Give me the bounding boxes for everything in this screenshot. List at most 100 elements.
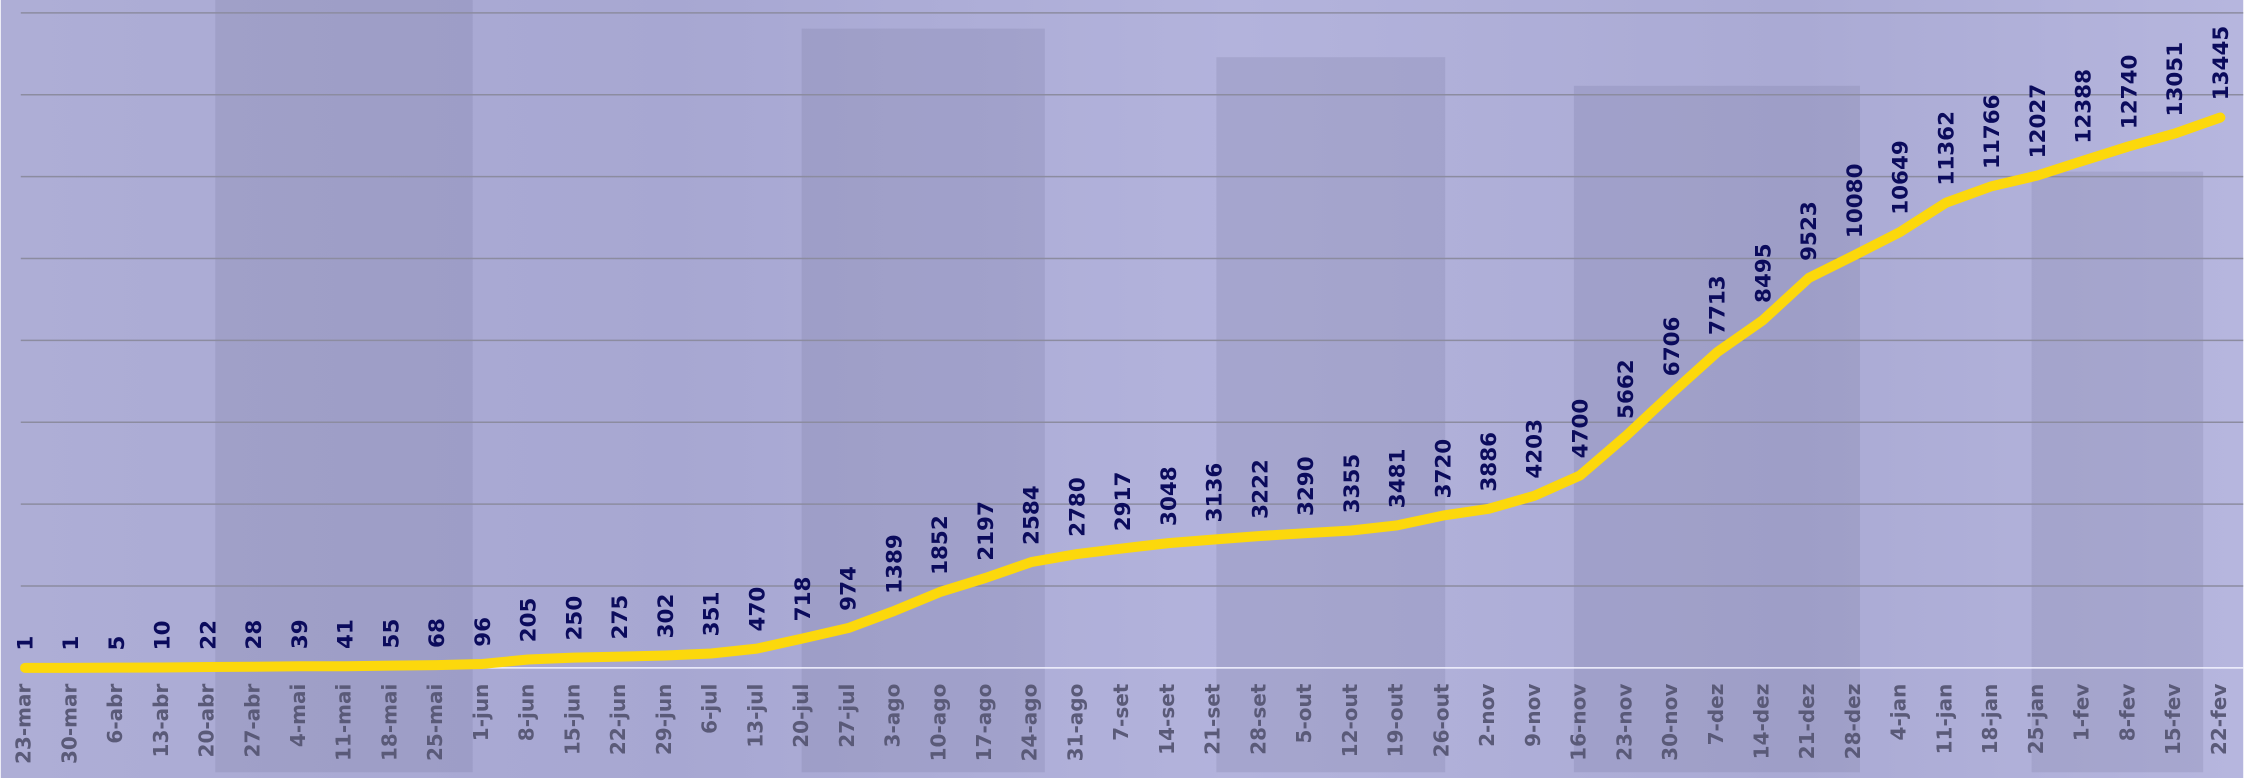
x-tick-label: 10-ago [926,684,950,762]
value-label: 12027 [2026,84,2051,159]
x-tick-label: 18-mai [377,684,401,761]
x-tick-label: 20-jul [789,684,813,748]
value-label: 11362 [1934,111,1959,186]
x-tick-label: 23-mar [12,683,36,764]
value-label: 5 [105,636,130,651]
x-tick-label: 1-fev [2070,684,2094,742]
value-label: 10080 [1843,163,1868,238]
x-tick-label: 24-ago [1018,684,1042,762]
value-label: 22 [196,620,221,650]
x-tick-label: 14-set [1155,683,1179,755]
value-label: 28 [242,620,267,650]
value-label: 1 [59,636,84,651]
value-label: 2917 [1111,472,1136,532]
value-label: 13445 [2209,26,2234,101]
x-tick-label: 4-mai [286,684,310,747]
x-tick-label: 26-out [1429,683,1453,757]
value-label: 3048 [1157,466,1182,526]
value-label: 2197 [974,501,999,561]
x-tick-label: 15-fev [2161,684,2185,756]
x-tick-label: 13-jul [743,684,767,748]
value-label: 5662 [1614,359,1639,419]
x-tick-label: 23-nov [1612,684,1636,761]
value-label: 3136 [1203,463,1228,523]
value-label: 3886 [1477,432,1502,492]
value-label: 9523 [1797,201,1822,261]
x-tick-label: 1-jun [469,684,493,742]
value-label: 4203 [1523,419,1548,479]
value-label: 68 [425,618,450,648]
x-tick-label: 8-jun [515,684,539,742]
value-label: 3355 [1340,454,1365,514]
value-label: 11766 [1980,94,2005,169]
value-label: 39 [288,619,313,649]
value-label: 1852 [928,515,953,575]
chart: 23-mar 30-mar 6-abr 13-abr 20-abr 27-abr 4-mai… [0,0,2244,778]
x-tick-label: 20-abr [195,683,219,757]
value-label: 718 [791,577,816,622]
x-tick-label: 21-dez [1795,684,1819,760]
x-tick-label: 7-set [1109,683,1133,741]
x-tick-label: 2-nov [1475,684,1499,747]
x-tick-label: 6-abr [103,683,127,743]
x-tick-label: 3-ago [881,684,905,748]
value-label: 10 [151,620,176,650]
x-tick-label: 8-fev [2115,684,2139,742]
value-label: 8495 [1751,243,1776,303]
x-tick-label: 17-ago [972,684,996,762]
value-label: 351 [700,592,725,637]
value-label: 974 [837,566,862,611]
x-tick-label: 30-nov [1658,684,1682,761]
value-label: 55 [379,619,404,649]
value-label: 470 [745,587,770,632]
value-label: 6706 [1660,317,1685,377]
x-tick-label: 27-jul [835,684,859,748]
value-label: 4700 [1568,399,1593,459]
x-tick-label: 21-set [1201,683,1225,755]
x-tick-label: 22-jun [606,684,630,756]
value-label: 12388 [2072,69,2097,144]
value-label: 13051 [2163,42,2188,117]
x-tick-label: 15-jun [560,684,584,756]
value-label: 7713 [1706,275,1731,335]
x-tick-label: 29-jun [652,684,676,756]
value-label: 1389 [882,534,907,594]
x-tick-label: 7-dez [1704,684,1728,746]
value-label: 205 [517,598,542,643]
value-label: 3290 [1294,456,1319,516]
value-label: 275 [608,595,633,640]
x-tick-label: 30-mar [57,683,81,764]
value-label: 2584 [1020,485,1045,545]
value-label: 250 [562,596,587,641]
x-tick-label: 11-jan [1932,684,1956,755]
x-tick-label: 28-set [1246,683,1270,755]
x-tick-label: 13-abr [149,683,173,757]
x-tick-label: 14-dez [1750,684,1774,760]
value-label: 2780 [1065,477,1090,537]
x-tick-label: 19-out [1384,683,1408,757]
x-tick-label: 27-abr [240,683,264,757]
x-tick-label: 25-mai [423,684,447,761]
value-label: 3720 [1431,439,1456,499]
x-tick-label: 6-jul [698,684,722,734]
x-tick-label: 16-nov [1567,684,1591,761]
x-tick-label: 11-mai [332,684,356,761]
value-label: 12740 [2117,55,2142,130]
x-tick-label: 12-out [1338,683,1362,757]
x-tick-label: 5-out [1292,683,1316,743]
x-tick-label: 22-fev [2207,684,2231,756]
value-label: 41 [334,619,359,649]
x-tick-label: 25-jan [2024,684,2048,755]
x-tick-label: 28-dez [1841,684,1865,760]
x-tick-label: 9-nov [1521,684,1545,747]
value-label: 96 [471,617,496,647]
x-tick-label: 4-jan [1887,684,1911,741]
x-tick-label: 31-ago [1063,684,1087,762]
value-label: 3481 [1386,449,1411,509]
x-tick-label: 18-jan [1978,684,2002,755]
value-label: 302 [654,594,679,639]
value-label: 1 [14,636,39,651]
page: {"chart_data": {"type": "line", "categor… [0,0,2244,778]
value-label: 10649 [1889,140,1914,215]
value-label: 3222 [1248,459,1273,519]
